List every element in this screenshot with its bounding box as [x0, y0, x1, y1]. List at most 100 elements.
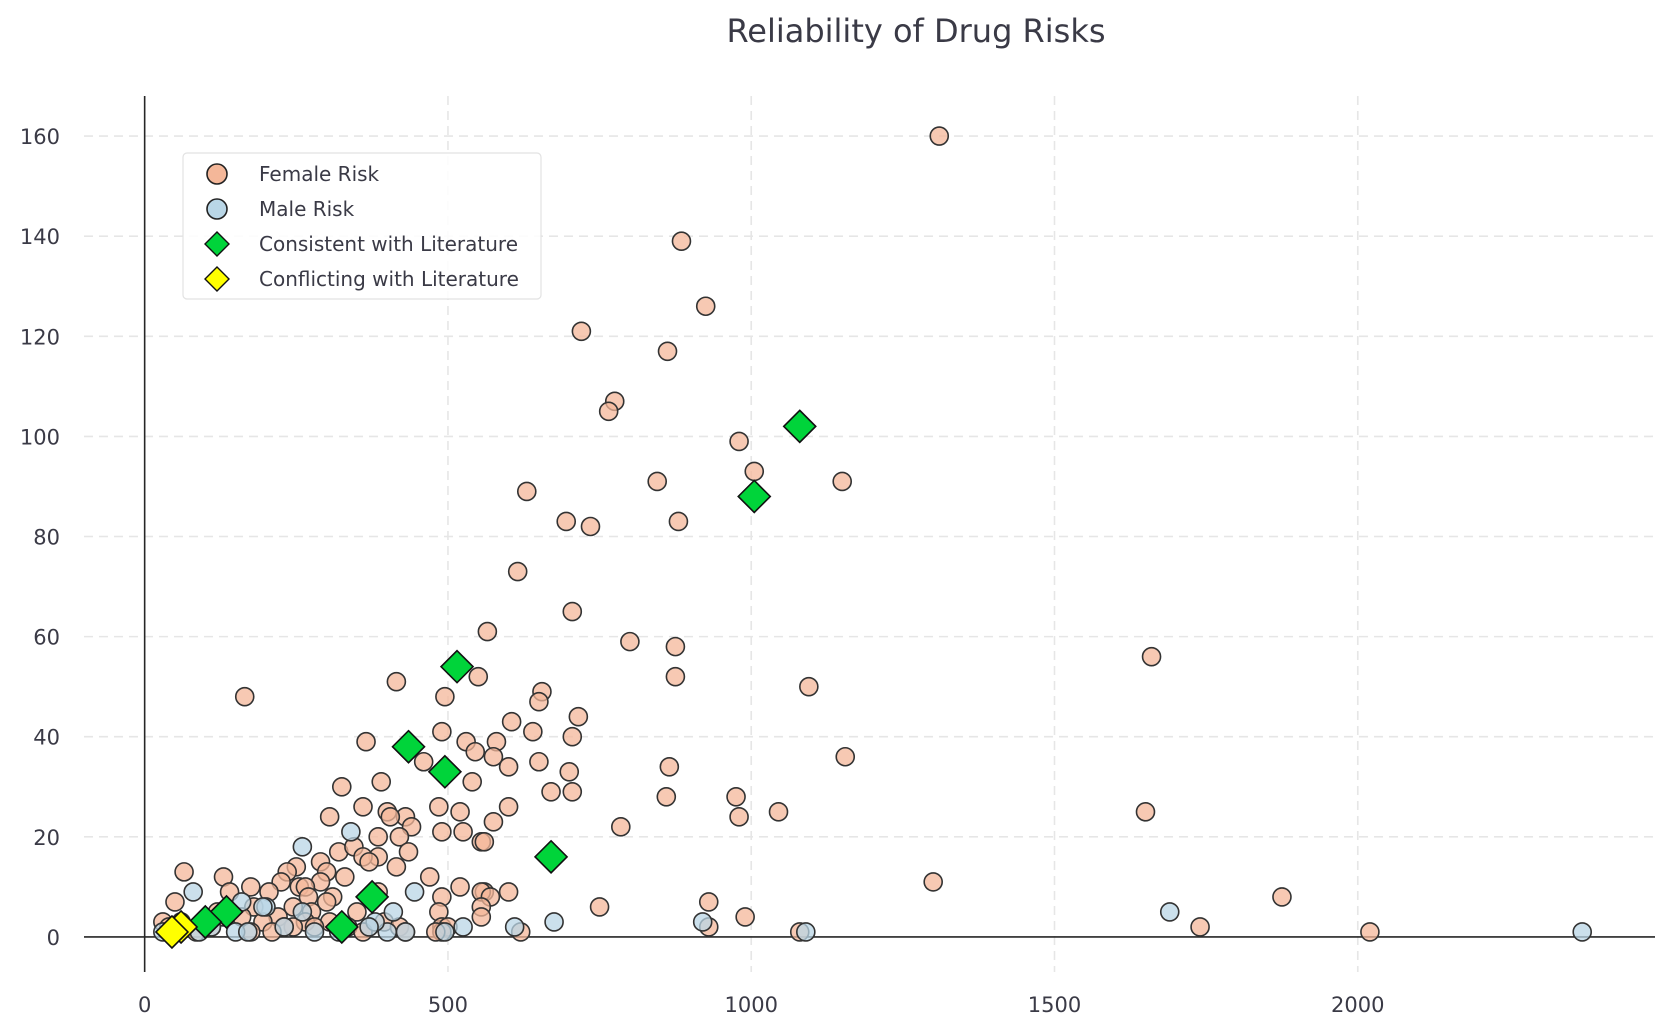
legend-label: Female Risk [259, 162, 380, 186]
circle-point [316, 892, 337, 912]
circle-point [568, 706, 589, 727]
circle-point [544, 912, 564, 932]
circle-point [668, 511, 689, 532]
circle-point [341, 822, 361, 842]
circle-point [419, 867, 440, 887]
circle-point [695, 296, 716, 317]
legend: Female Risk Male Risk Consistent with Lite… [182, 152, 542, 300]
x-tick-label: 500 [428, 993, 468, 1017]
circle-point [562, 726, 583, 747]
circle-point [671, 231, 692, 251]
circle-point [356, 731, 376, 752]
circle-point [234, 686, 255, 707]
circle-point [304, 922, 325, 942]
circle-point [656, 786, 677, 807]
circle-point [929, 126, 950, 146]
circle-point [1572, 922, 1593, 942]
circle-point [768, 802, 789, 822]
circle-point [477, 621, 498, 642]
circle-point [504, 917, 525, 937]
x-tick-label: 1000 [724, 993, 777, 1017]
circle-point [835, 746, 856, 767]
legend-marker [204, 266, 230, 292]
circle-point [453, 917, 473, 937]
y-tick-label: 40 [33, 726, 60, 750]
circle-point [1135, 802, 1156, 822]
circle-point [498, 756, 519, 777]
circle-point [523, 721, 543, 742]
diamond-point [737, 479, 772, 514]
data-points [153, 126, 1593, 950]
circle-point [335, 867, 355, 887]
circle-point [386, 671, 407, 692]
circle-point [347, 902, 367, 922]
circle-point [657, 341, 678, 362]
circle-point [404, 882, 425, 902]
y-tick-label: 60 [33, 626, 60, 650]
circle-point [465, 741, 486, 762]
circle-point [413, 751, 434, 772]
circle-point [353, 797, 373, 817]
circle-point [429, 797, 449, 817]
legend-marker [204, 231, 230, 257]
legend-box [182, 152, 542, 300]
legend-label: Conflicting with Literature [259, 267, 519, 291]
y-tick-label: 100 [20, 425, 60, 449]
circle-point [1190, 917, 1210, 937]
circle-point [516, 481, 537, 502]
circle-point [580, 516, 601, 537]
circle-point [432, 721, 452, 742]
circle-point [1360, 922, 1380, 942]
circle-point [647, 471, 668, 492]
circle-point [435, 922, 455, 942]
circle-point [368, 827, 388, 847]
circle-point [541, 781, 561, 802]
circle-point [183, 882, 203, 902]
circle-point [659, 756, 680, 777]
circle-point [529, 691, 549, 712]
circle-point [744, 461, 765, 482]
circle-point [468, 666, 489, 687]
legend-marker [206, 163, 228, 185]
y-tick-label: 120 [20, 325, 60, 349]
circle-point [611, 817, 631, 837]
circle-point [498, 797, 519, 817]
circle-point [383, 902, 404, 922]
circle-point [589, 897, 610, 917]
circle-point [562, 601, 583, 622]
circle-point [483, 812, 504, 832]
y-tick-label: 140 [20, 225, 60, 249]
circle-point [620, 631, 640, 652]
diamond-point [154, 914, 190, 950]
circle-point [380, 807, 401, 827]
circle-point [529, 751, 549, 772]
circle-point [665, 666, 686, 687]
circle-point [498, 882, 519, 902]
circle-point [923, 872, 943, 892]
y-tick-label: 160 [20, 125, 60, 149]
circle-point [450, 802, 470, 822]
x-tick-label: 0 [138, 993, 151, 1017]
circle-point [1272, 887, 1292, 907]
circle-point [453, 822, 473, 842]
diamond-point [439, 649, 475, 684]
diamond-point [782, 409, 817, 444]
circle-point [237, 922, 258, 942]
circle-point [559, 761, 580, 782]
circle-point [692, 912, 713, 932]
circle-point [483, 746, 504, 767]
circle-point [471, 907, 492, 927]
circle-point [319, 807, 340, 827]
circle-point [556, 511, 577, 532]
diamond-point [324, 909, 359, 945]
circle-point [698, 892, 719, 912]
circle-point [253, 897, 273, 917]
circle-point [1159, 902, 1180, 922]
y-tick-label: 80 [33, 526, 60, 550]
x-tick-label: 1500 [1028, 993, 1081, 1017]
circle-point [241, 877, 261, 897]
legend-label: Consistent with Literature [259, 232, 518, 256]
circle-point [359, 852, 379, 872]
y-tick-label: 0 [47, 926, 60, 950]
